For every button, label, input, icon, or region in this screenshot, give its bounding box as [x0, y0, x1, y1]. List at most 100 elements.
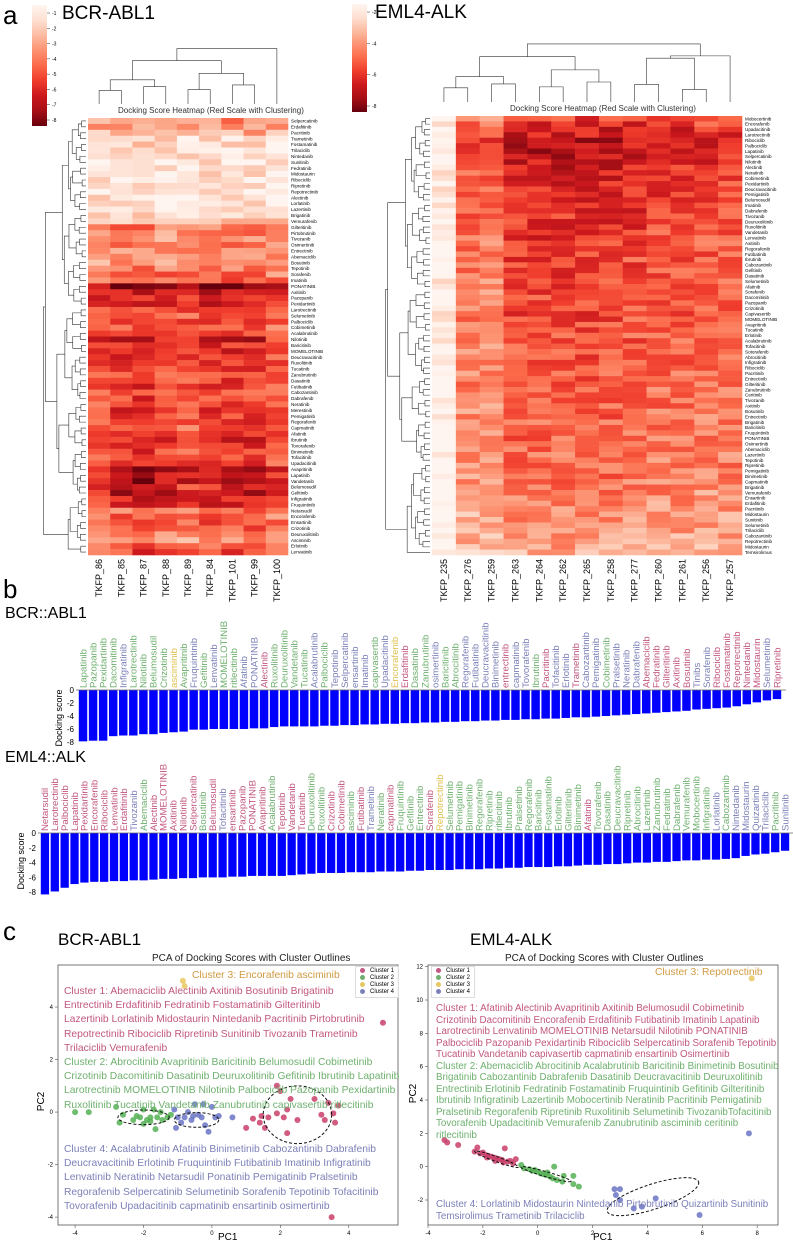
heatmap-cell [479, 126, 504, 133]
heatmap-cell [154, 537, 178, 544]
heatmap-cell [694, 506, 719, 512]
y-tick-label: 12 [416, 965, 423, 971]
heatmap-cell [221, 419, 244, 426]
heatmap-cell [110, 495, 133, 503]
heatmap-row-label: Lazertinib [745, 452, 765, 457]
heatmap-cell [265, 371, 289, 379]
bar [652, 833, 661, 862]
heatmap-cell [622, 365, 647, 372]
heatmap-cell [132, 330, 155, 337]
heatmap-cell [88, 519, 111, 526]
heatmap-cell [646, 159, 671, 166]
row-dendrogram [56, 353, 65, 450]
bar-category-label: Ribociclib [712, 647, 723, 688]
row-dendrogram [79, 356, 86, 364]
heatmap-cell [432, 441, 457, 447]
heatmap-cell [154, 395, 178, 402]
heatmap-cell [670, 544, 695, 550]
heatmap-cell [154, 277, 178, 284]
row-dendrogram [415, 294, 425, 306]
heatmap-cell [265, 230, 289, 237]
heatmap-cell [154, 348, 178, 355]
heatmap-cell [432, 170, 457, 176]
heatmap-cell [455, 251, 480, 258]
heatmap-cell [221, 330, 244, 337]
heatmap-row-label: Tucatinib [745, 328, 764, 333]
heatmap-cell [176, 413, 200, 420]
bar-category-label: Neratinib [376, 793, 387, 831]
heatmap-cell [503, 386, 528, 393]
heatmap-cell [670, 132, 695, 138]
heatmap-cell [622, 262, 647, 269]
heatmap-cell [646, 262, 671, 269]
heatmap-cell [176, 118, 200, 125]
heatmap-cell [88, 342, 111, 349]
bar-category-label: Baricitinib [534, 789, 545, 831]
heatmap-cell [646, 397, 671, 404]
heatmap-cell [551, 468, 576, 475]
heatmap-row-label: Asciminib [291, 538, 311, 543]
heatmap-row-label: Ripretinib [291, 184, 311, 189]
pca-heading-eml4-alk: EML4-ALK [470, 930, 553, 949]
heatmap-cell [243, 177, 267, 184]
bar-category-label: Entrectinib [415, 786, 426, 831]
heatmap-cell [199, 147, 222, 154]
heatmap-cell [154, 283, 178, 290]
heatmap-cell [154, 123, 178, 131]
bar [188, 833, 198, 879]
heatmap-cell [432, 300, 457, 306]
heatmap-cell [265, 212, 289, 219]
row-dendrogram [80, 215, 86, 222]
bar-category-label: Lapatinib [78, 649, 89, 688]
bar [269, 690, 279, 728]
heatmap-cell [265, 389, 289, 396]
heatmap-cell [132, 371, 155, 379]
heatmap-cell [503, 381, 528, 388]
heatmap-cell [455, 359, 480, 366]
heatmap-cell [479, 267, 504, 274]
heatmap-cell [455, 527, 480, 534]
cluster-outline-2 [117, 1109, 170, 1126]
heatmap-cell [670, 267, 695, 274]
heatmap-cell [551, 452, 576, 458]
heatmap-cell [551, 349, 576, 355]
heatmap-cell [694, 484, 719, 491]
heatmap-cell [199, 253, 222, 261]
heatmap-cell [265, 295, 289, 302]
heatmap-cell [176, 354, 200, 361]
y-tick-label: 0 [420, 1165, 424, 1171]
heatmap-cell [88, 413, 111, 420]
heatmap-row-label: Deucravacitinib [291, 355, 323, 360]
heatmap-cell [132, 537, 155, 544]
heatmap-row-label: Palbociclib [745, 143, 767, 148]
heatmap-cell [575, 262, 600, 269]
heatmap-cell [455, 305, 480, 312]
heatmap-cell [110, 194, 133, 201]
bar [642, 690, 651, 714]
heatmap-cell [551, 435, 576, 442]
scatter-point-cluster-1 [273, 1110, 280, 1117]
row-dendrogram [423, 519, 430, 526]
heatmap-cell [455, 522, 480, 529]
heatmap-cell [455, 549, 480, 556]
heatmap-cell [221, 531, 244, 538]
heatmap-cell [503, 354, 528, 361]
heatmap-cell [243, 430, 267, 438]
heatmap-cell [132, 490, 155, 497]
heatmap-cell [154, 147, 178, 154]
heatmap-cell [176, 153, 200, 160]
heatmap-row-label: Entrectinib [291, 248, 313, 253]
heatmap-cell [221, 348, 244, 355]
bar [531, 690, 540, 720]
row-dendrogram [423, 432, 430, 439]
heatmap-cell [598, 452, 624, 458]
bar [248, 833, 257, 876]
heatmap-cell [110, 466, 133, 473]
heatmap-cell [527, 181, 552, 187]
colorbar-tick-label: -4 [372, 41, 377, 47]
row-dendrogram [425, 476, 430, 483]
heatmap-cell [432, 457, 457, 464]
heatmap-cell [432, 446, 457, 453]
heatmap-cell [694, 311, 719, 317]
heatmap-cell [432, 462, 457, 469]
